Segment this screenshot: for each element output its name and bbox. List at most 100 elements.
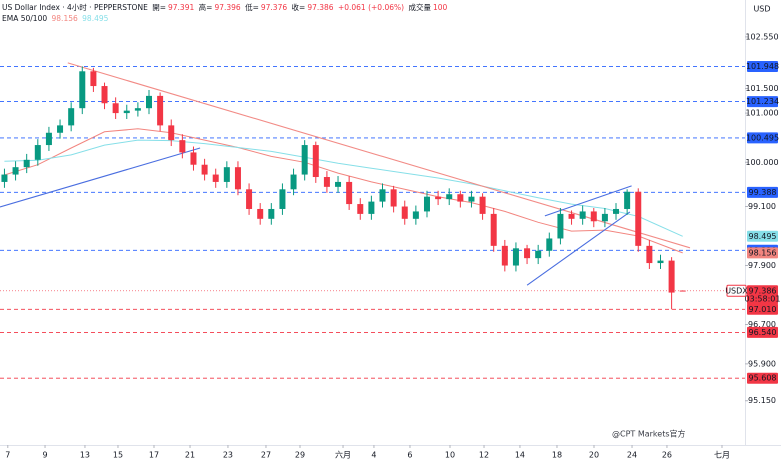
candle-body	[512, 248, 519, 266]
level-tag: 100.495	[746, 133, 779, 142]
candle-body	[312, 145, 319, 178]
ema-tag-bg	[747, 247, 778, 259]
y-tick-label: 99.100	[748, 202, 776, 211]
candle-body	[435, 196, 442, 200]
open-value: 97.391	[168, 3, 195, 12]
candle-body	[1, 174, 8, 182]
candle-body	[201, 164, 208, 175]
candle-body	[157, 95, 164, 126]
level-tag-bg	[747, 303, 778, 315]
header-line: US Dollar Index · 4小时 · PEPPERSTONE 開= 97…	[2, 2, 449, 13]
candle-body	[468, 196, 475, 202]
high-value: 97.396	[214, 3, 241, 12]
candle-body	[657, 260, 664, 264]
ema-tag-bg	[747, 230, 778, 242]
x-tick-label: 4	[371, 451, 376, 460]
candle-body	[557, 213, 564, 239]
candle-body	[290, 174, 297, 190]
open-label: 開=	[152, 3, 166, 12]
candle-body	[579, 211, 586, 219]
ema-tag: 98.495	[749, 232, 777, 241]
candle-body	[101, 86, 108, 104]
candle-body	[524, 248, 531, 259]
candle-body	[412, 211, 419, 219]
candle-body	[23, 159, 30, 168]
watermark: @CPT Markets官方	[612, 429, 686, 439]
x-tick-label: 6	[407, 451, 412, 460]
candle-body	[479, 196, 486, 214]
candle-body	[168, 125, 175, 141]
symbol-tag: USDX	[725, 286, 748, 295]
x-tick-label: 六月	[335, 450, 351, 460]
header: US Dollar Index · 4小时 · PEPPERSTONE 開= 97…	[2, 2, 449, 24]
candle-body	[346, 181, 353, 205]
level-tag-bg	[747, 372, 778, 384]
y-tick-label: 97.900	[748, 261, 776, 270]
x-tick-label: 10	[445, 451, 455, 460]
current-price: 97.386	[749, 286, 777, 295]
level-tag-bg	[747, 96, 778, 108]
level-tag: 97.010	[749, 305, 777, 314]
candle-body	[668, 260, 675, 293]
y-tick-label: 102.550	[745, 32, 778, 41]
header-line: EMA 50/100 98.156 98.495	[2, 13, 449, 24]
x-tick-label: 29	[295, 451, 305, 460]
candle-body	[501, 245, 508, 266]
level-tag-bg	[747, 186, 778, 198]
x-tick-label: 9	[42, 451, 47, 460]
y-tick-label: 101.000	[745, 109, 778, 118]
candle-body	[146, 95, 152, 109]
x-tick-label: 17	[149, 451, 159, 460]
candle-body	[134, 108, 141, 111]
candle-body	[223, 167, 230, 182]
ema-tag: 98.156	[749, 248, 777, 257]
candle-body	[624, 191, 631, 209]
candle-body	[368, 201, 375, 214]
candle-body	[268, 208, 275, 219]
y-tick-label: 96.700	[748, 320, 776, 329]
candle-body	[457, 194, 464, 202]
x-tick-label: 23	[223, 451, 233, 460]
candle-body	[234, 167, 241, 190]
level-tag: 101.234	[746, 97, 779, 106]
candle-body	[535, 250, 542, 259]
candle-body	[601, 213, 608, 222]
candle-body	[568, 213, 575, 219]
candle-body	[335, 181, 342, 187]
candle-body	[446, 194, 453, 200]
candle-body	[257, 208, 264, 219]
candle-body	[357, 204, 364, 214]
low-value: 97.376	[260, 3, 288, 12]
level-tag: 99.388	[749, 188, 777, 197]
close-value: 97.386	[307, 3, 334, 12]
candle-body	[123, 110, 130, 114]
candle-body	[246, 189, 253, 209]
level-tag-bg	[747, 60, 778, 72]
candle-body	[401, 206, 408, 219]
x-tick-label: 26	[662, 451, 672, 460]
symbol-title: US Dollar Index · 4小时 · PEPPERSTONE	[2, 3, 148, 12]
candle-body	[490, 213, 497, 246]
x-tick-label: 20	[589, 451, 599, 460]
candle-body	[301, 145, 308, 175]
change: +0.061 (+0.06%)	[337, 3, 405, 12]
candle-body	[68, 108, 75, 126]
y-tick-label: 101.500	[745, 84, 778, 93]
level-tag: 101.948	[746, 62, 779, 71]
x-tick-label: 27	[261, 451, 271, 460]
trend-line	[544, 185, 632, 217]
x-tick-label: 21	[185, 451, 195, 460]
x-tick-label: 15	[113, 451, 123, 460]
volume-label: 成交量	[408, 3, 431, 12]
y-tick-label: 95.900	[748, 359, 776, 368]
candle-body	[423, 196, 430, 212]
candle-body	[112, 103, 119, 114]
candle-body	[279, 189, 286, 209]
level-tag: 96.540	[749, 328, 777, 337]
candle-body	[12, 167, 19, 175]
volume: 100	[432, 3, 448, 12]
x-tick-label: 24	[627, 451, 637, 460]
